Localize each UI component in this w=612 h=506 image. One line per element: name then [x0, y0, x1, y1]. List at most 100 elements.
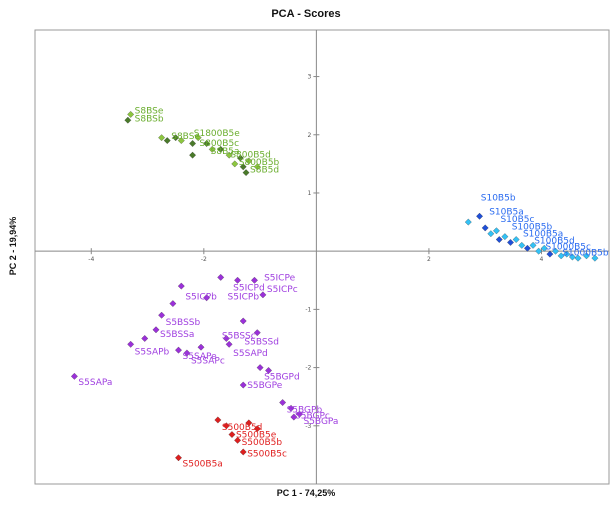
data-point [208, 145, 216, 153]
point-label: S5BGPa [303, 417, 338, 427]
point-label: S5BGPb [287, 405, 323, 415]
y-tick-label: 1 [308, 190, 312, 197]
point-label: S8BSe [171, 132, 200, 142]
data-point [152, 326, 160, 334]
y-tick-label: -1 [305, 306, 311, 313]
point-label: S100B5b [512, 223, 553, 233]
data-point [529, 241, 537, 249]
data-point [557, 252, 565, 260]
data-point [177, 282, 185, 290]
data-point [197, 343, 205, 351]
data-point [225, 151, 233, 159]
data-point [591, 254, 599, 262]
data-point [175, 346, 182, 354]
data-point [228, 431, 236, 438]
chart-title: PCA - Scores [271, 8, 341, 20]
point-label: S8BSb [135, 114, 164, 124]
point-label: S5SAPb [135, 347, 170, 357]
point-label: S1800B5e [194, 129, 241, 139]
data-point [481, 224, 489, 232]
data-point [189, 140, 196, 147]
data-point [540, 244, 548, 252]
data-point [574, 254, 582, 262]
data-point [583, 252, 590, 260]
data-point [169, 300, 177, 307]
x-tick-label: -4 [88, 256, 94, 263]
points [70, 110, 599, 462]
point-label: S5BSSd [244, 337, 279, 347]
data-point [518, 241, 526, 249]
data-point [487, 230, 495, 238]
point-label: S100B5d [534, 237, 575, 247]
point-label: S5BSSc [222, 332, 256, 342]
data-point [189, 151, 196, 159]
data-point [265, 367, 272, 374]
x-tick-label: 2 [427, 256, 431, 263]
point-label: S100B5a [523, 230, 563, 240]
x-tick-label: -2 [201, 256, 207, 263]
y-tick-label: -3 [305, 423, 311, 430]
data-point [569, 253, 576, 261]
point-label: S500B5a [183, 460, 223, 470]
point-label: S10B5a [489, 208, 524, 218]
data-point [234, 436, 242, 444]
point-label: S8BSe [135, 106, 164, 116]
data-point [287, 404, 295, 412]
plot-frame [34, 29, 610, 485]
data-point [231, 160, 239, 168]
data-point [296, 410, 303, 418]
data-point [158, 134, 166, 142]
data-point [251, 276, 258, 284]
data-point [239, 448, 247, 456]
data-point [259, 291, 267, 299]
data-point [194, 134, 202, 142]
data-point [225, 340, 233, 348]
y-axis-label: PC 2 - 19,94% [8, 216, 18, 276]
data-point [214, 416, 222, 424]
data-point [172, 134, 180, 142]
data-point [124, 116, 132, 124]
point-label: S5SAPe [183, 352, 218, 362]
point-label: S1000B5b [562, 248, 609, 258]
data-point [507, 239, 514, 246]
point-labels: S8BSeS8BSbS8BSeS1800B5eS800B5cS8B5aS800B… [78, 106, 608, 469]
data-point [476, 212, 483, 220]
data-point [217, 273, 225, 281]
data-point [70, 372, 78, 380]
data-point [236, 154, 244, 162]
data-point [239, 381, 247, 389]
data-point [563, 250, 571, 258]
point-label: S500B5b [242, 438, 283, 448]
point-label: S500B5c [247, 450, 287, 460]
point-label: S5BGPd [264, 372, 300, 382]
axes: -4 -2 2 4 3 2 1 -1 -2 -3 [35, 30, 609, 484]
y-tick-label: 2 [308, 132, 312, 139]
data-point [234, 276, 242, 284]
x-axis-label: PC 1 - 74,25% [276, 488, 336, 498]
data-point [512, 236, 520, 243]
data-point [127, 340, 135, 348]
data-point [245, 419, 253, 427]
point-label: S500B5d [222, 423, 263, 433]
data-point [256, 364, 264, 372]
point-label: S800B5b [239, 158, 280, 168]
point-label: S10B5b [481, 194, 516, 204]
x-tick-label: 4 [540, 256, 544, 263]
data-point [242, 169, 250, 177]
point-label: S8B5d [250, 166, 279, 176]
point-label: S5SAPa [78, 378, 112, 388]
data-point [535, 247, 543, 255]
data-point [158, 311, 166, 319]
point-label: S500B5e [236, 431, 277, 441]
point-label: S5BGPc [295, 411, 330, 421]
y-tick-label: -2 [305, 365, 311, 372]
point-label: S5ICPc [267, 285, 298, 295]
data-point [177, 137, 185, 145]
data-point [464, 218, 472, 226]
point-label: S5BSSb [166, 318, 201, 328]
data-point [290, 413, 298, 421]
data-point [546, 250, 554, 258]
point-label: S5BSSa [160, 330, 194, 340]
data-point [239, 317, 247, 325]
data-point [203, 294, 211, 302]
